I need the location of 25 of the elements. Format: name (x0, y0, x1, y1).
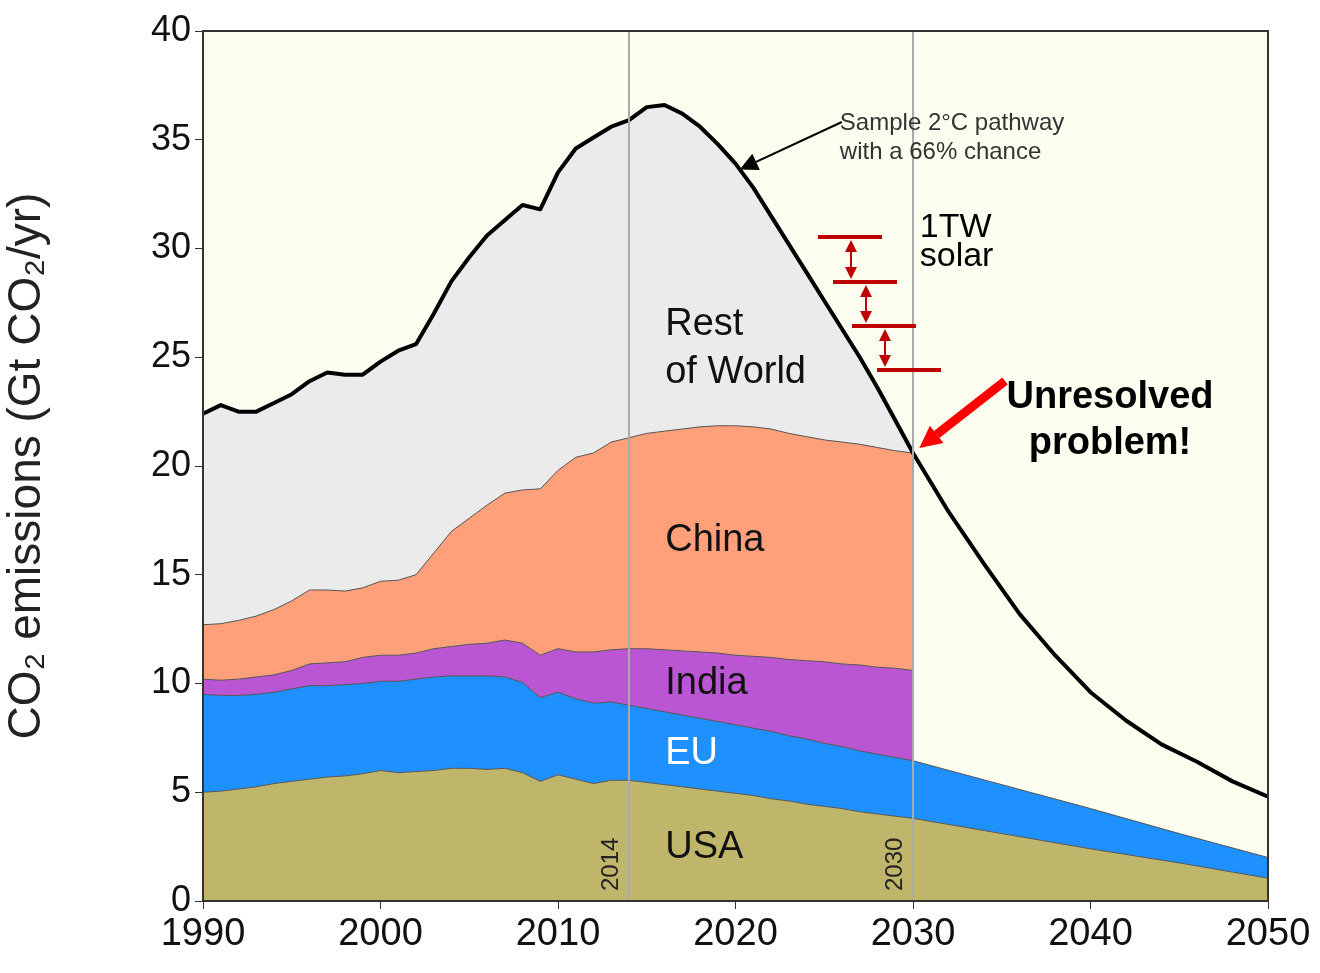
x-tick-label: 2030 (870, 911, 956, 954)
y-tick-label: 40 (150, 7, 191, 49)
ref-line-label: 2014 (595, 837, 623, 891)
y-tick-label: 15 (150, 551, 191, 593)
annotation: Unresolved problem! (1005, 372, 1215, 464)
x-tick-label: 2000 (338, 911, 423, 954)
x-tick-label: 2020 (693, 911, 778, 954)
y-tick-label: 35 (150, 116, 191, 158)
y-tick-label: 25 (150, 334, 191, 376)
x-tick-label: 2050 (1225, 911, 1311, 954)
series-label: China (665, 516, 766, 559)
y-tick-label: 10 (150, 660, 191, 702)
y-tick-label: 5 (170, 769, 191, 811)
y-tick-label: 30 (150, 225, 191, 267)
x-tick-label: 2010 (515, 911, 601, 954)
series-label: EU (665, 729, 719, 772)
series-label: USA (665, 824, 744, 866)
x-tick-label: 2040 (1048, 911, 1133, 954)
y-axis-title: CO₂ emissions (Gt CO₂/yr) (0, 192, 51, 740)
series-label: Rest of World (665, 300, 807, 391)
series-label: India (665, 660, 749, 703)
y-tick-label: 20 (150, 442, 191, 484)
annotation: 1TW solar (919, 206, 995, 273)
ref-line-label: 2030 (879, 837, 907, 891)
annotation: Sample 2°C pathway with a 66% chance (839, 107, 1066, 166)
